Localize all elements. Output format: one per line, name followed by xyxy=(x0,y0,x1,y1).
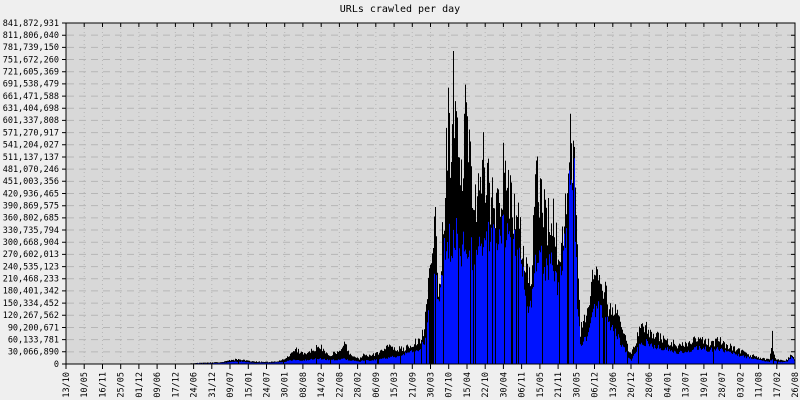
x-tick-label: 24/06 xyxy=(190,372,200,398)
x-tick-label: 16/11 xyxy=(99,372,109,398)
y-tick-label: 270,602,013 xyxy=(3,250,59,260)
x-tick-label: 15/03 xyxy=(390,372,400,398)
x-tick-label: 17/02 xyxy=(773,372,783,398)
x-tick-label: 22/08 xyxy=(335,372,345,398)
y-tick-label: 300,668,904 xyxy=(3,238,59,248)
y-tick-label: 691,538,479 xyxy=(3,80,59,90)
y-tick-label: 420,936,465 xyxy=(3,189,59,199)
y-tick-label: 481,070,246 xyxy=(3,165,59,175)
x-tick-label: 26/08 xyxy=(791,372,800,398)
x-tick-label: 24/07 xyxy=(263,372,273,398)
x-tick-label: 07/10 xyxy=(445,372,455,398)
x-tick-label: 13/06 xyxy=(609,372,619,398)
y-tick-label: 210,468,233 xyxy=(3,275,59,285)
x-tick-label: 28/02 xyxy=(354,372,364,398)
x-tick-label: 30/01 xyxy=(281,372,291,398)
y-tick-label: 120,267,562 xyxy=(3,311,59,321)
y-tick-label: 451,003,356 xyxy=(3,177,59,187)
y-tick-label: 60,133,781 xyxy=(8,335,59,345)
x-tick-label: 01/12 xyxy=(135,372,145,398)
x-tick-label: 30/05 xyxy=(572,372,582,398)
x-tick-label: 21/09 xyxy=(408,372,418,398)
x-tick-label: 31/12 xyxy=(208,372,218,398)
x-tick-label: 19/01 xyxy=(700,372,710,398)
y-tick-label: 511,137,137 xyxy=(3,153,59,163)
x-tick-label: 11/08 xyxy=(755,372,765,398)
x-tick-label: 09/07 xyxy=(226,372,236,398)
x-tick-label: 15/01 xyxy=(244,372,254,398)
x-tick-label: 10/05 xyxy=(80,372,90,398)
x-tick-label: 06/11 xyxy=(518,372,528,398)
y-tick-label: 330,735,794 xyxy=(3,226,59,236)
x-tick-label: 14/02 xyxy=(317,372,327,398)
x-tick-label: 21/11 xyxy=(554,372,564,398)
y-tick-label: 811,806,040 xyxy=(3,31,59,41)
x-tick-label: 20/12 xyxy=(627,372,637,398)
x-tick-label: 03/02 xyxy=(736,372,746,398)
x-tick-label: 08/08 xyxy=(299,372,309,398)
y-tick-label: 571,270,917 xyxy=(3,128,59,138)
y-tick-label: 841,872,931 xyxy=(3,19,59,29)
y-tick-label: 390,869,575 xyxy=(3,202,59,212)
y-tick-label: 360,802,685 xyxy=(3,214,59,224)
x-tick-label: 13/07 xyxy=(682,372,692,398)
x-tick-label: 30/03 xyxy=(427,372,437,398)
y-tick-label: 781,739,150 xyxy=(3,43,59,53)
y-tick-label: 30,066,890 xyxy=(8,348,59,358)
x-tick-label: 30/04 xyxy=(499,372,509,398)
y-tick-label: 0 xyxy=(54,360,59,370)
y-tick-label: 150,334,452 xyxy=(3,299,59,309)
x-tick-label: 17/12 xyxy=(171,372,181,398)
y-tick-label: 751,672,260 xyxy=(3,55,59,65)
y-tick-label: 240,535,123 xyxy=(3,262,59,272)
x-tick-label: 15/05 xyxy=(536,372,546,398)
x-tick-label: 28/06 xyxy=(645,372,655,398)
y-tick-label: 601,337,808 xyxy=(3,116,59,126)
x-tick-label: 09/06 xyxy=(153,372,163,398)
chart-title: URLs crawled per day xyxy=(339,4,461,15)
y-tick-label: 661,471,588 xyxy=(3,92,59,102)
x-tick-label: 15/04 xyxy=(463,372,473,398)
x-tick-label: 22/10 xyxy=(481,372,491,398)
y-tick-label: 180,401,342 xyxy=(3,287,59,297)
x-tick-label: 06/12 xyxy=(591,372,601,398)
x-tick-label: 28/07 xyxy=(718,372,728,398)
axis-ticks xyxy=(62,22,796,369)
x-tick-label: 13/10 xyxy=(62,372,72,398)
y-tick-label: 631,404,698 xyxy=(3,104,59,114)
y-tick-label: 541,204,027 xyxy=(3,141,59,151)
y-tick-label: 721,605,369 xyxy=(3,68,59,78)
x-tick-label: 04/01 xyxy=(663,372,673,398)
y-tick-label: 90,200,671 xyxy=(8,323,59,333)
x-tick-label: 25/05 xyxy=(117,372,127,398)
x-tick-label: 06/09 xyxy=(372,372,382,398)
